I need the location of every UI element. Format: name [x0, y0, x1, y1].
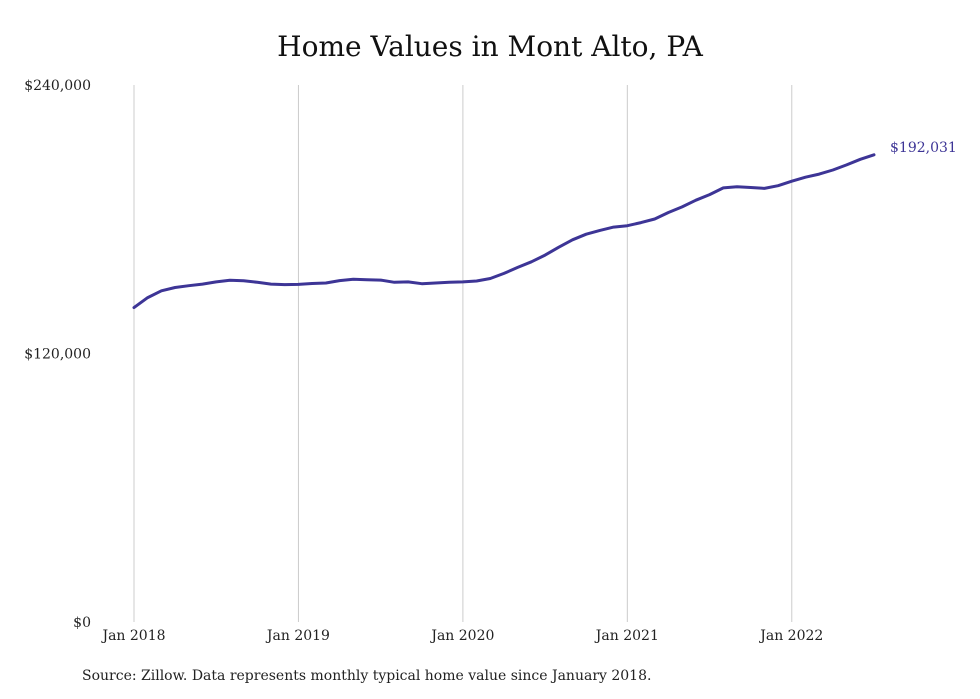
end-value-label: $192,031: [890, 140, 957, 156]
y-tick-label: $240,000: [24, 78, 91, 94]
x-tick-label: Jan 2022: [758, 628, 823, 644]
x-tick-label: Jan 2020: [429, 628, 494, 644]
series: [132, 153, 876, 310]
gridlines: [133, 85, 793, 622]
x-tick-label: Jan 2019: [265, 628, 330, 644]
series-line: [132, 153, 876, 310]
x-axis-ticks: Jan 2018 Jan 2019 Jan 2020 Jan 2021 Jan 2022: [100, 628, 823, 644]
chart-title: Home Values in Mont Alto, PA: [277, 30, 703, 63]
x-tick-label: Jan 2021: [594, 628, 659, 644]
y-axis-ticks: $0 $120,000 $240,000: [24, 78, 91, 631]
y-tick-label: $120,000: [24, 347, 91, 363]
y-tick-label: $0: [73, 615, 91, 631]
x-tick-label: Jan 2018: [100, 628, 165, 644]
source-note: Source: Zillow. Data represents monthly …: [82, 668, 652, 684]
annotations: $192,031: [890, 140, 957, 156]
